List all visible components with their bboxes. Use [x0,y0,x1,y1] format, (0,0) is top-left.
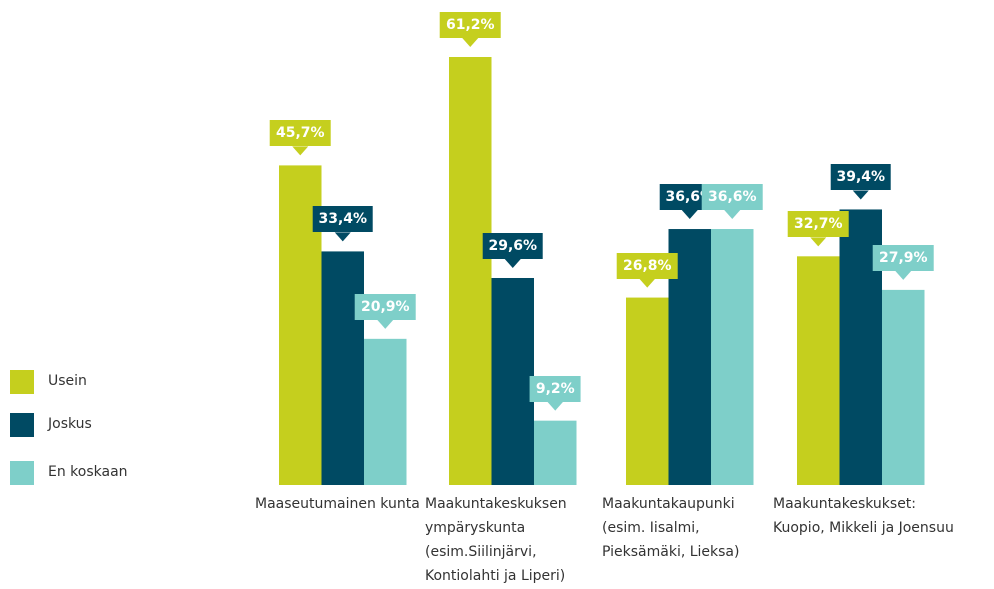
bar [321,251,364,485]
category-label: Maakuntakeskukset: Kuopio, Mikkeli ja Jo… [773,496,954,536]
value-label: 26,8% [616,252,678,279]
value-label: 33,4% [312,206,374,233]
category-label: Maakuntakaupunki (esim. Iisalmi, Pieksäm… [602,496,740,560]
bar [711,229,754,485]
value-label: 20,9% [354,293,416,320]
legend-swatch [10,370,34,394]
legend-swatch [10,461,34,485]
legend-label: Usein [48,373,87,389]
value-label: 61,2% [439,12,501,38]
label-pointer [292,146,309,156]
value-label: 39,4% [830,164,892,191]
legend-label: En koskaan [48,464,128,480]
label-pointer [547,401,564,411]
category-label: Maaseutumainen kunta [255,496,420,512]
bar [449,57,492,485]
value-label: 45,7% [269,120,331,147]
label-pointer [334,232,351,242]
legend-label: Joskus [48,416,92,432]
bar [626,297,669,485]
bar [534,420,577,485]
label-pointer [681,210,698,220]
value-label: 29,6% [482,232,544,259]
label-pointer [724,210,741,220]
value-label: 36,6% [701,184,763,211]
bar [491,277,534,485]
label-pointer [639,278,656,288]
bar [797,256,840,485]
label-pointer [895,270,912,280]
category-label: Maakuntakeskuksen ympäryskunta (esim.Sii… [425,496,567,584]
label-pointer [852,190,869,200]
label-pointer [462,38,479,47]
value-label: 32,7% [787,211,849,238]
value-label: 9,2% [529,375,581,402]
bar [364,338,407,485]
legend-swatch [10,413,34,437]
value-label: 27,9% [872,244,934,271]
label-pointer [810,237,827,247]
label-pointer [504,258,521,268]
label-pointer [377,319,394,329]
bar [882,289,925,485]
